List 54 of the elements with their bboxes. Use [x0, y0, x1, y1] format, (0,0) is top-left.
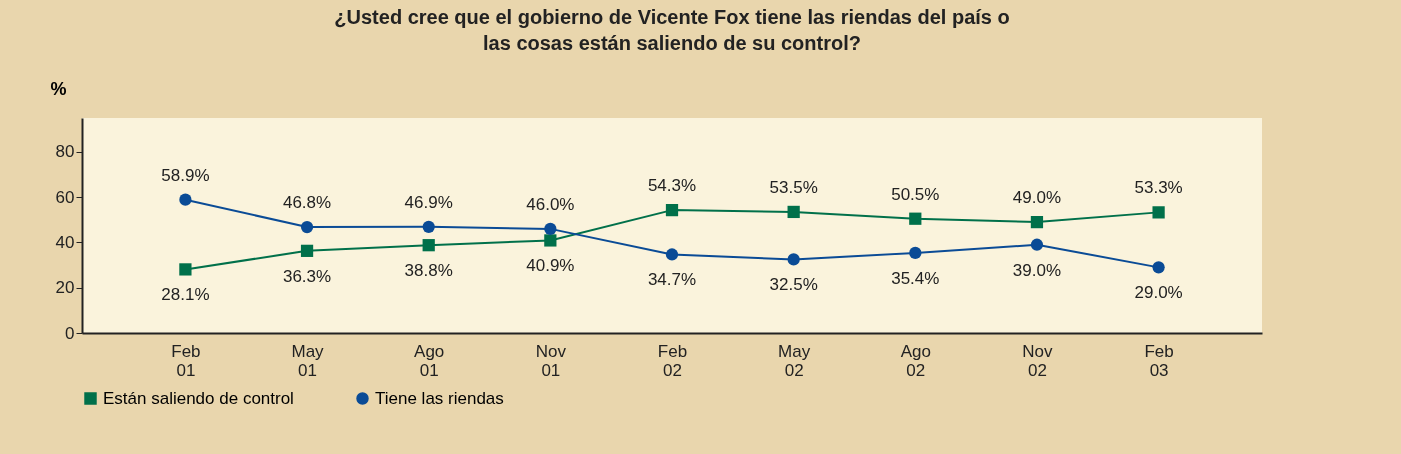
x-tick-label: May 02	[778, 341, 811, 380]
point	[544, 222, 557, 236]
data-label: 29.0%	[1134, 283, 1183, 303]
x-tick-label: Ago 02	[900, 341, 931, 380]
x-tick-label: Feb 02	[657, 341, 688, 380]
data-label: 32.5%	[769, 275, 818, 295]
point	[179, 263, 192, 276]
y-tick-label: 60	[55, 187, 75, 207]
x-tick-label: Nov 01	[535, 341, 567, 380]
point	[665, 248, 679, 261]
point	[1152, 206, 1165, 219]
y-tick-label: 40	[55, 232, 75, 252]
x-tick-label: May 01	[291, 341, 325, 380]
y-axis-title: %	[50, 78, 67, 99]
data-label: 49.0%	[1012, 188, 1062, 208]
point	[1152, 261, 1165, 274]
data-label: 28.1%	[161, 285, 210, 305]
x-tick-label: Ago 01	[414, 341, 445, 380]
point	[787, 253, 800, 266]
data-label: 40.9%	[526, 256, 575, 276]
y-tick-label: 20	[55, 278, 75, 298]
point	[787, 205, 800, 219]
y-tick-label: 80	[55, 142, 75, 162]
point	[300, 220, 314, 234]
point	[422, 220, 435, 233]
y-tick-label: 0	[65, 323, 75, 343]
point	[300, 244, 314, 257]
data-label: 46.9%	[404, 192, 453, 212]
data-label: 35.4%	[891, 268, 940, 288]
chart-title: ¿Usted cree que el gobierno de Vicente Fox tiene las riendas del país o las cosas están saliendo de su control?	[334, 6, 1010, 54]
x-tick-label: Feb 01	[171, 341, 201, 380]
point	[665, 203, 679, 217]
legend-label: Tiene las riendas	[375, 388, 504, 408]
data-label: 38.8%	[404, 261, 453, 281]
point	[909, 246, 922, 259]
legend-label: Están saliendo de control	[103, 388, 294, 408]
data-label: 34.7%	[647, 270, 697, 290]
data-label: 36.3%	[282, 266, 332, 286]
point	[422, 239, 435, 252]
x-tick-label: Feb 03	[1144, 341, 1174, 380]
point	[909, 212, 922, 225]
data-label: 46.8%	[282, 193, 332, 213]
data-label: 53.5%	[769, 177, 818, 197]
data-label: 46.0%	[526, 194, 575, 214]
data-label: 39.0%	[1012, 260, 1062, 280]
data-label: 50.5%	[891, 184, 940, 204]
point	[179, 193, 192, 206]
point	[1030, 215, 1044, 229]
point	[1030, 238, 1044, 251]
data-label: 58.9%	[161, 165, 210, 185]
data-label: 53.3%	[1134, 178, 1183, 198]
data-label: 54.3%	[647, 176, 697, 196]
x-tick-label: Nov 02	[1022, 341, 1054, 380]
point	[544, 234, 557, 247]
